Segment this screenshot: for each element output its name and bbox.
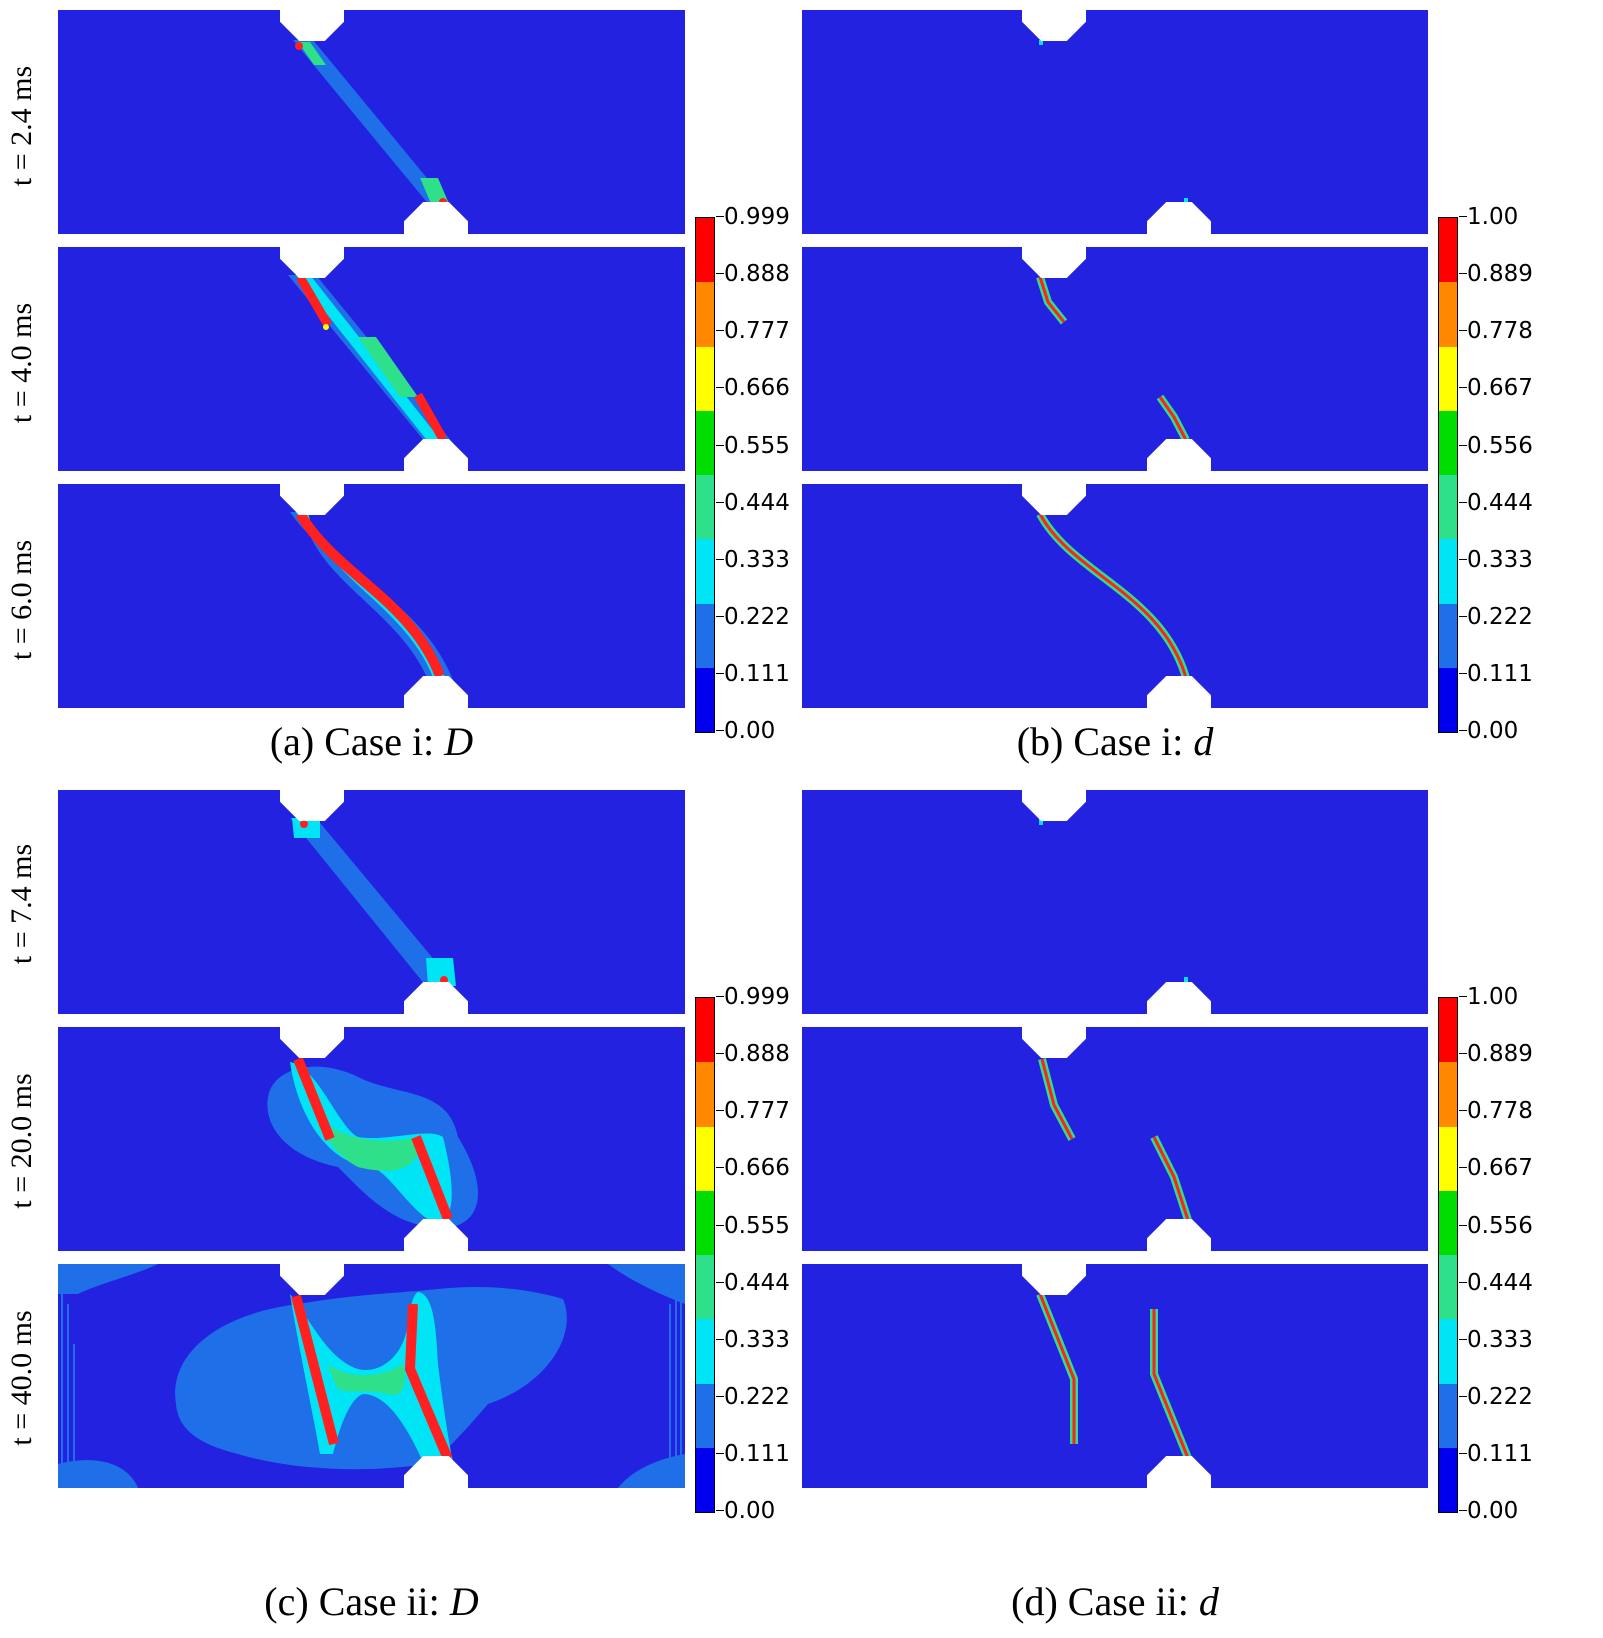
colorbar-segment (1439, 218, 1457, 283)
tick-label: 0.888 (716, 1041, 790, 1067)
tick-label: 0.555 (716, 1213, 790, 1239)
colorbar-segment (696, 410, 714, 475)
time-label-ii-3: t = 40.0 ms (5, 1310, 38, 1446)
tick-label: 0.00 (715, 1498, 776, 1524)
tick-label: 0.00 (1458, 718, 1519, 744)
colorbar-segment (1439, 410, 1457, 475)
time-label-ii-1: t = 7.4 ms (5, 843, 38, 965)
tick-label: 0.667 (1459, 375, 1533, 401)
tick-label: 0.999 (716, 984, 790, 1010)
colorbar-segment (696, 1447, 714, 1512)
colorbar-segment (696, 1190, 714, 1255)
tick-label: 0.778 (1459, 1098, 1533, 1124)
colorbar-segment (1439, 1383, 1457, 1448)
tick-label: 0.777 (716, 318, 790, 344)
caption-c: (c) Case ii: D (264, 1579, 479, 1624)
colorbar-segment (696, 667, 714, 732)
tick-label: 1.00 (1458, 984, 1519, 1010)
panel-a-t1 (58, 10, 685, 234)
panel-a-t3 (58, 484, 685, 708)
panel-d-t3 (802, 1264, 1428, 1488)
tick-label: 0.889 (1459, 1041, 1533, 1067)
tick-label: 0.555 (716, 433, 790, 459)
tick-label: 1.00 (1458, 204, 1519, 230)
tick-label: 0.889 (1459, 261, 1533, 287)
colorbar-segment (1439, 1062, 1457, 1127)
colorbar-segment (696, 998, 714, 1063)
colorbar-segment (1439, 1126, 1457, 1191)
tick-label: 0.444 (1459, 490, 1533, 516)
colorbar-segment (1439, 998, 1457, 1063)
caption-d: (d) Case ii: d (1011, 1579, 1219, 1624)
tick-label: 0.333 (1459, 1327, 1533, 1353)
tick-label: 0.444 (716, 490, 790, 516)
colorbar-segment (696, 1062, 714, 1127)
tick-label: 0.222 (1459, 1384, 1533, 1410)
colorbar-segment (1439, 1319, 1457, 1384)
tick-label: 0.444 (716, 1270, 790, 1296)
colorbar-segment (1439, 1190, 1457, 1255)
tick-label: 0.222 (716, 604, 790, 630)
colorbar-segment (696, 1319, 714, 1384)
tick-label: 0.666 (716, 1155, 790, 1181)
colorbar-segment (1439, 282, 1457, 347)
colorbar-segment (1439, 346, 1457, 411)
panel-b-t2 (802, 247, 1428, 471)
tick-label: 0.999 (716, 204, 790, 230)
tick-label: 0.00 (715, 718, 776, 744)
tick-label: 0.333 (1459, 547, 1533, 573)
tick-label: 0.333 (716, 547, 790, 573)
tick-label: 0.556 (1459, 433, 1533, 459)
colorbar-segment (696, 603, 714, 668)
colorbar-segment (696, 282, 714, 347)
time-label-i-3: t = 6.0 ms (5, 539, 38, 661)
colorbar-top-left (695, 217, 715, 733)
colorbar-segment (696, 346, 714, 411)
panel-d-t1 (802, 790, 1428, 1014)
tick-label: 0.778 (1459, 318, 1533, 344)
colorbar-segment (1439, 1255, 1457, 1320)
colorbar-segment (696, 539, 714, 604)
tick-label: 0.111 (1459, 1441, 1533, 1467)
tick-label: 0.333 (716, 1327, 790, 1353)
tick-label: 0.444 (1459, 1270, 1533, 1296)
colorbar-top-right (1438, 217, 1458, 733)
panel-b-t1 (802, 10, 1428, 234)
tick-label: 0.556 (1459, 1213, 1533, 1239)
panel-b-t3 (802, 484, 1428, 708)
colorbar-segment (696, 1383, 714, 1448)
colorbar-segment (1439, 539, 1457, 604)
colorbar-segment (1439, 667, 1457, 732)
colorbar-segment (1439, 475, 1457, 540)
colorbar-bottom-left (695, 997, 715, 1513)
colorbar-segment (1439, 603, 1457, 668)
tick-label: 0.00 (1458, 1498, 1519, 1524)
tick-label: 0.111 (716, 1441, 790, 1467)
panel-c-t2 (58, 1027, 685, 1251)
time-label-i-2: t = 4.0 ms (5, 302, 38, 424)
panel-c-t3 (58, 1264, 685, 1488)
colorbar-segment (1439, 1447, 1457, 1512)
caption-b: (b) Case i: d (1016, 719, 1214, 764)
tick-label: 0.667 (1459, 1155, 1533, 1181)
tick-label: 0.888 (716, 261, 790, 287)
time-label-ii-2: t = 20.0 ms (5, 1073, 38, 1209)
colorbar-segment (696, 218, 714, 283)
time-label-i-1: t = 2.4 ms (5, 65, 38, 187)
tick-label: 0.666 (716, 375, 790, 401)
panel-d-t2 (802, 1027, 1428, 1251)
tick-label: 0.777 (716, 1098, 790, 1124)
tick-label: 0.111 (1459, 661, 1533, 687)
colorbar-segment (696, 475, 714, 540)
colorbar-segment (696, 1255, 714, 1320)
caption-a: (a) Case i: D (269, 719, 474, 764)
tick-label: 0.222 (1459, 604, 1533, 630)
panel-a-t2 (58, 247, 685, 471)
tick-label: 0.111 (716, 661, 790, 687)
colorbar-bottom-right (1438, 997, 1458, 1513)
colorbar-segment (696, 1126, 714, 1191)
tick-label: 0.222 (716, 1384, 790, 1410)
panel-c-t1 (58, 790, 685, 1014)
